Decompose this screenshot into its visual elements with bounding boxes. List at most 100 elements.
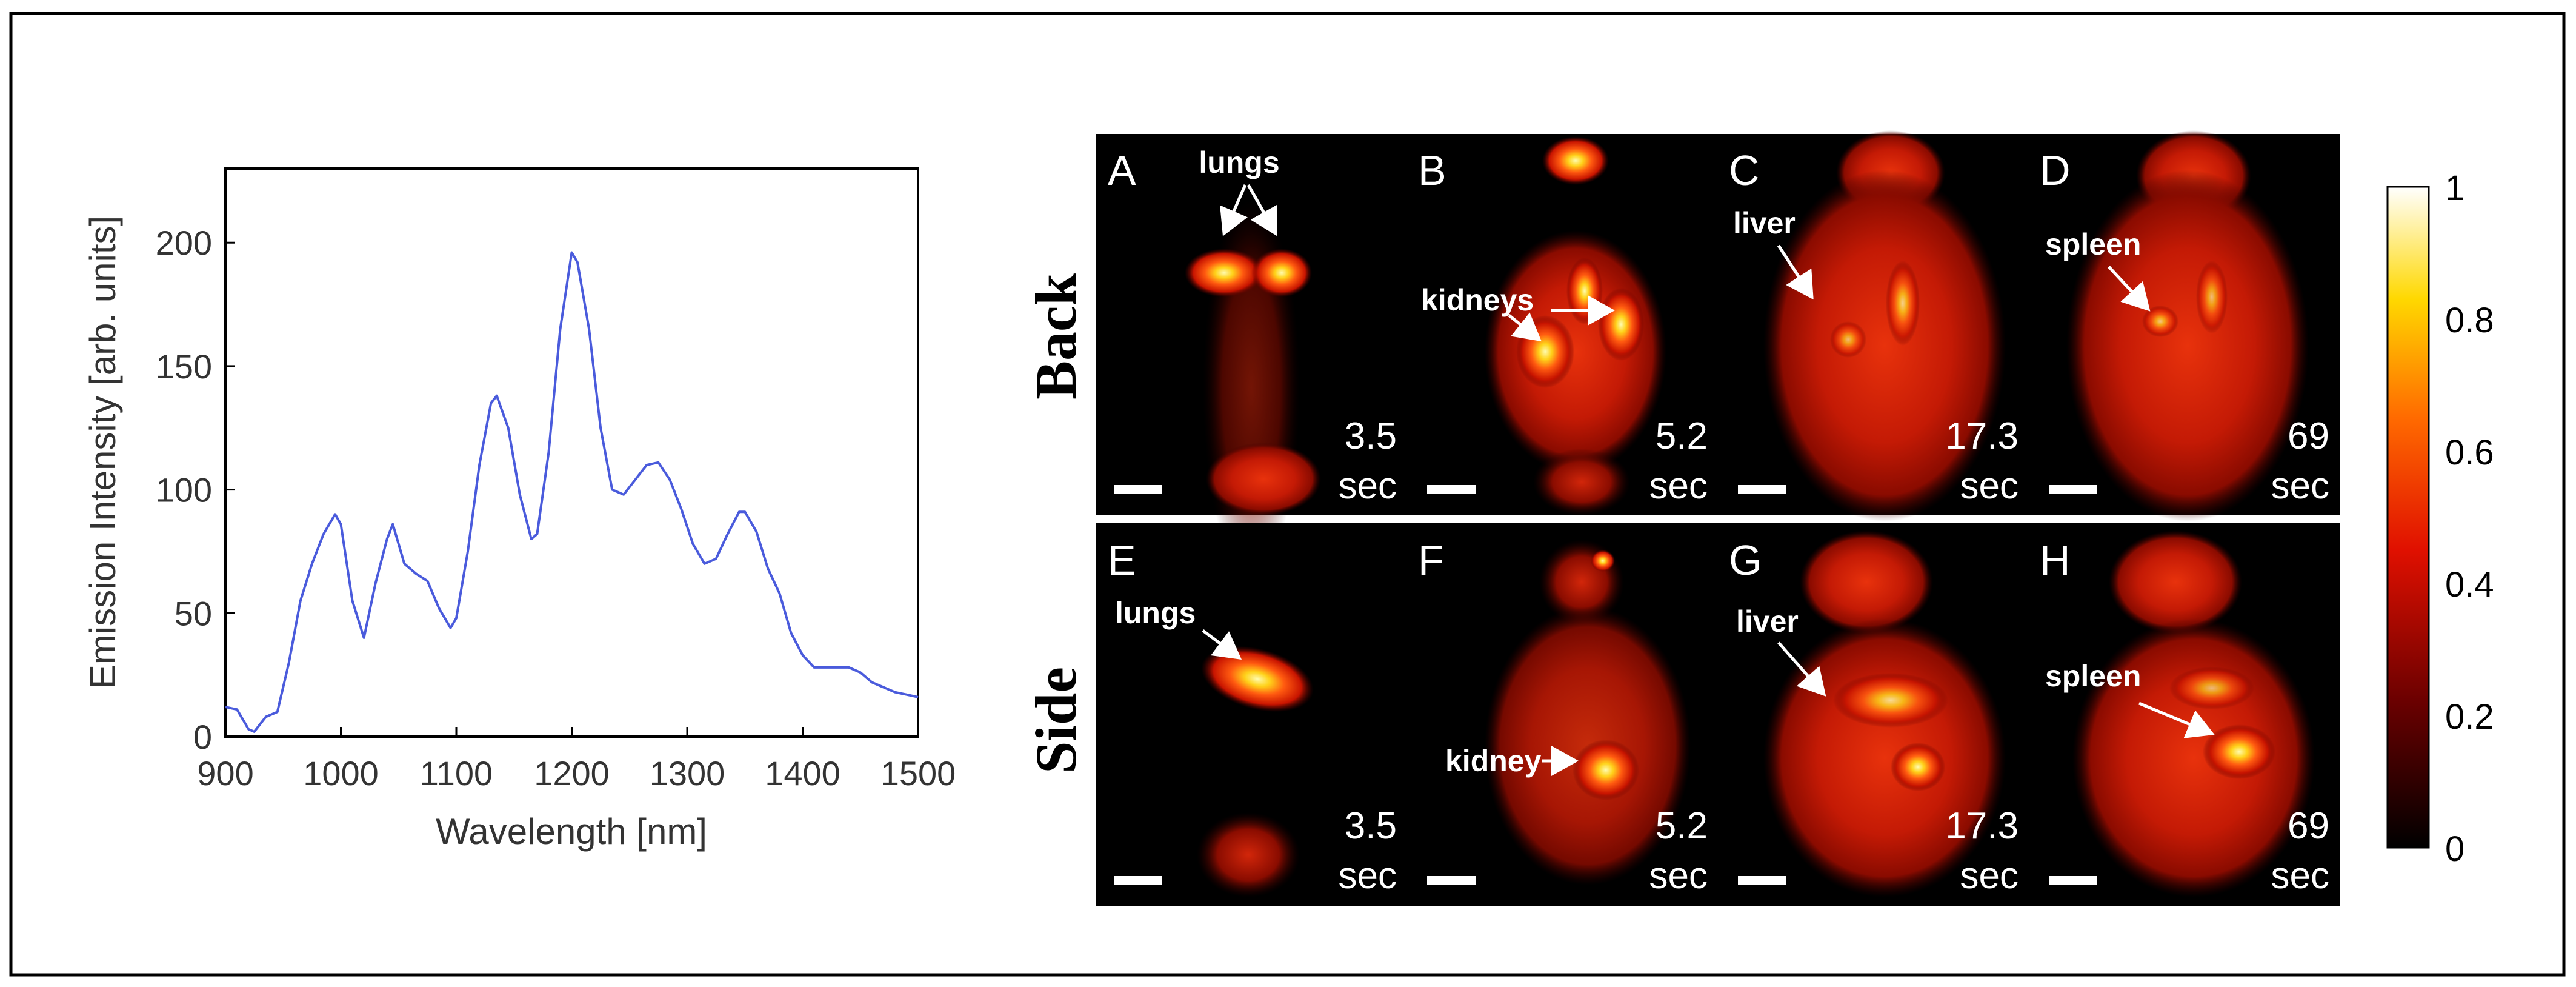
x-tick-label: 1400	[765, 754, 840, 792]
panel-b-center-glow	[1566, 258, 1603, 324]
panel-a-letter: A	[1108, 147, 1136, 194]
panel-e: E lungs 3.5 sec	[1096, 523, 1407, 906]
panel-c-scale-bar	[1738, 485, 1786, 494]
panel-c-organ-left	[1830, 321, 1866, 358]
panel-b: B kidneys 5.2 sec	[1407, 134, 1718, 515]
x-tick-label: 1300	[650, 754, 725, 792]
panel-b-time: 5.2	[1656, 415, 1708, 457]
panel-d-time: 69	[2288, 415, 2329, 457]
series-line-emission	[225, 251, 919, 733]
panel-g-letter: G	[1729, 537, 1762, 584]
panel-c-unit: sec	[1960, 465, 2019, 507]
colorbar: 1 0.8 0.6 0.4 0.2 0	[2386, 169, 2494, 869]
y-tick-label: 100	[156, 471, 212, 509]
panel-d: D spleen 69 sec	[2029, 130, 2340, 521]
panel-b-arrow-left	[1508, 312, 1542, 342]
y-tick-label: 0	[193, 718, 212, 756]
x-tick-label: 900	[197, 754, 253, 792]
panel-g: G liver 17.3 sec	[1718, 523, 2029, 906]
panel-f-annotation: kidney	[1445, 744, 1542, 778]
panel-d-unit: sec	[2271, 465, 2329, 507]
emission-chart: 900 1000 1100 1200 1300 1400 1500 0 50 100 150 200…	[82, 167, 956, 852]
panel-d-spleen	[2142, 306, 2178, 337]
y-ticks: 0 50 100 150 200	[156, 224, 235, 756]
panel-e-annotation: lungs	[1115, 596, 1196, 630]
panel-g-arrow	[1777, 641, 1826, 697]
panel-e-unit: sec	[1339, 855, 1397, 897]
panel-d-arrow	[2108, 266, 2151, 312]
panel-g-head	[1800, 530, 1933, 634]
panel-f-time: 5.2	[1656, 805, 1708, 847]
panel-e-time: 3.5	[1345, 805, 1397, 847]
panel-h-time: 69	[2288, 805, 2329, 847]
panel-g-time: 17.3	[1945, 805, 2019, 847]
colorbar-tick-0-4: 0.4	[2445, 565, 2494, 604]
colorbar-tick-0: 0	[2445, 829, 2465, 869]
panel-c-arrow	[1777, 244, 1814, 300]
panel-a-lung-left	[1185, 249, 1263, 297]
plot-area	[224, 167, 919, 738]
x-tick-label: 1500	[880, 754, 956, 792]
colorbar-gradient	[2386, 186, 2430, 849]
panel-d-organ-center	[2196, 261, 2228, 333]
panel-f-letter: F	[1418, 537, 1444, 584]
panel-a-arrow-right	[1246, 184, 1277, 236]
y-tick-label: 150	[156, 347, 212, 386]
panel-b-tail	[1533, 449, 1630, 515]
panel-g-annotation: liver	[1736, 604, 1799, 638]
x-tick-label: 1200	[534, 754, 610, 792]
panel-a-time: 3.5	[1345, 415, 1397, 457]
panel-c-letter: C	[1729, 147, 1760, 194]
panel-h-scale-bar	[2049, 876, 2097, 885]
panel-g-unit: sec	[1960, 855, 2019, 897]
panel-f-kidney	[1573, 740, 1639, 800]
x-tick-label: 1000	[303, 754, 379, 792]
panel-b-kidney-right	[1598, 288, 1644, 361]
panel-g-scale-bar	[1738, 876, 1786, 885]
colorbar-tick-0-6: 0.6	[2445, 433, 2494, 472]
panel-c-body	[1763, 170, 2006, 521]
y-axis-label: Emission Intensity [arb. units]	[82, 216, 123, 689]
colorbar-tick-0-2: 0.2	[2445, 697, 2494, 737]
panel-a-tail	[1206, 443, 1321, 515]
panel-f-unit: sec	[1649, 855, 1708, 897]
panel-h-unit: sec	[2271, 855, 2329, 897]
y-tick-label: 50	[175, 594, 212, 632]
panel-c-annotation: liver	[1733, 206, 1796, 240]
panel-g-liver	[1833, 673, 1948, 728]
panel-h-head	[2109, 530, 2242, 634]
panel-h: H spleen 69 sec	[2029, 523, 2340, 906]
panel-c: C liver 17.3 sec	[1718, 130, 2029, 521]
panel-f: F kidney 5.2 sec	[1407, 523, 1718, 906]
panel-h-letter: H	[2040, 537, 2071, 584]
panel-b-unit: sec	[1649, 465, 1708, 507]
panel-b-head	[1542, 136, 1609, 185]
x-tick-label: 1100	[420, 754, 493, 792]
panel-a-lung-right	[1251, 249, 1312, 297]
panel-a-arrow-left	[1220, 184, 1248, 236]
panel-d-body	[2066, 170, 2309, 521]
panel-c-organ-center	[1886, 261, 1920, 346]
panel-a-annotation: lungs	[1199, 146, 1279, 179]
row-label-side: Side	[1023, 667, 1088, 774]
panel-e-scale-bar	[1114, 876, 1162, 885]
panel-g-organ	[1891, 743, 1945, 791]
panel-f-nose-glow	[1591, 550, 1615, 572]
x-ticks: 900 1000 1100 1200 1300 1400 1500	[197, 727, 956, 792]
colorbar-tick-1: 1	[2445, 169, 2465, 208]
colorbar-tick-0-8: 0.8	[2445, 301, 2494, 340]
panel-h-arrow	[2138, 701, 2215, 738]
panel-f-scale-bar	[1427, 876, 1476, 885]
panel-b-annotation: kidneys	[1421, 283, 1534, 317]
x-axis-label: Wavelength [nm]	[436, 811, 707, 852]
panel-d-scale-bar	[2049, 485, 2097, 494]
panel-b-scale-bar	[1427, 485, 1476, 494]
panel-h-spleen	[2203, 724, 2275, 779]
panel-e-lungs	[1201, 646, 1314, 712]
panel-h-organ-upper	[2169, 667, 2254, 709]
y-tick-label: 200	[156, 224, 212, 262]
panel-e-tail	[1197, 812, 1300, 897]
row-label-back: Back	[1023, 273, 1088, 400]
panel-a-unit: sec	[1339, 465, 1397, 507]
